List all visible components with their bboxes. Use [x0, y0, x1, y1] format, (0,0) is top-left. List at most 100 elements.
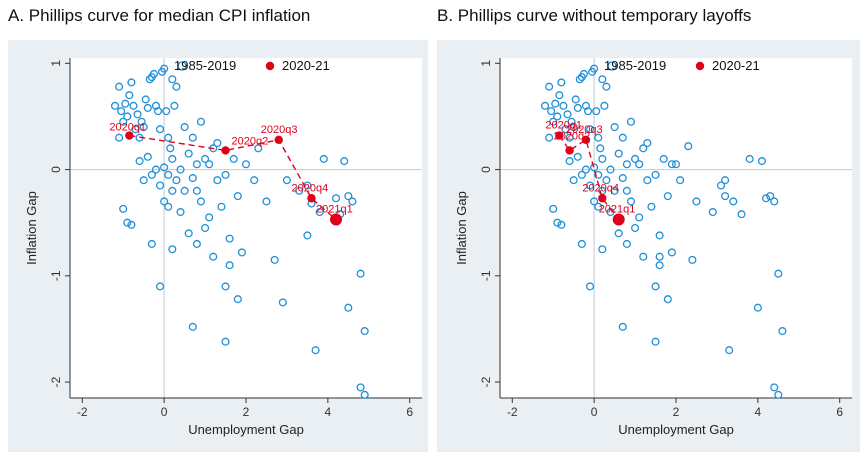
panel-b-chart: -2 0 2 4 6 1 0 -1 -2 Unemployment Gap Inflation Ga…: [437, 40, 860, 452]
panel-b-point-1985-2019: [585, 125, 595, 134]
panel-a-point-1985-2019: [166, 144, 175, 153]
panel-a-point-1985-2019: [147, 239, 156, 248]
panel-b-point-1985-2019: [602, 82, 611, 91]
panel-a-point-1985-2019: [153, 107, 163, 116]
panel-b-point-1985-2019: [557, 220, 566, 229]
panel-a-point-2020q3: [274, 135, 283, 145]
panel-a-point-1985-2019: [180, 186, 189, 195]
panel-a-point-1985-2019: [155, 125, 165, 134]
panel-b-label-2020q1: 2020q1: [545, 120, 582, 132]
panel-b-point-1985-2019: [567, 117, 576, 126]
panel-b-point-1985-2019: [581, 165, 591, 174]
panel-a-point-1985-2019: [196, 197, 206, 206]
panel-b-point-1985-2019: [655, 261, 664, 270]
panel-a-x-tick-label: 6: [406, 405, 413, 419]
panel-a-x-tick-label: -2: [77, 405, 88, 419]
panel-b-point-1985-2019: [547, 107, 556, 116]
panel-a-point-1985-2019: [123, 218, 132, 227]
panel-b-x-tick-label: 0: [591, 405, 598, 419]
panel-a-point-1985-2019: [348, 197, 357, 206]
panel-a-point-1985-2019: [278, 298, 287, 307]
panel-a-point-1985-2019: [162, 107, 171, 116]
panel-a-point-1985-2019: [360, 327, 369, 336]
panel-b-point-1985-2019: [676, 176, 685, 185]
panel-a-point-1985-2019: [188, 174, 197, 183]
panel-b-point-1985-2019: [761, 194, 771, 203]
panel-b-point-1985-2019: [545, 133, 554, 142]
panel-a-point-1985-2019: [356, 383, 365, 392]
panel-a-x-axis-label: Unemployment Gap: [188, 422, 304, 437]
panel-b-point-1985-2019: [602, 176, 611, 185]
panel-b-point-1985-2019: [643, 176, 652, 185]
panel-b-x-axis-label: Unemployment Gap: [618, 422, 734, 437]
panel-b-point-1985-2019: [766, 192, 775, 201]
panel-a-point-1985-2019: [237, 248, 246, 257]
panel-b-point-1985-2019: [575, 75, 584, 84]
panel-a-point-1985-2019: [160, 64, 169, 73]
panel-a-y-axis-label: Inflation Gap: [24, 191, 39, 265]
panel-b-point-1985-2019: [598, 154, 607, 163]
panel-a-point-2020q2: [221, 146, 230, 155]
panel-a-point-1985-2019: [151, 101, 161, 110]
panel-a-point-1985-2019: [356, 269, 365, 278]
panel-b-point-1985-2019: [770, 383, 779, 392]
panel-a-point-1985-2019: [121, 99, 130, 108]
panel-b-point-1985-2019: [606, 165, 615, 174]
panel-b-point-1985-2019: [596, 144, 605, 153]
panel-b-point-1985-2019: [622, 160, 631, 169]
panel-b-point-1985-2019: [577, 170, 586, 179]
panel-b-x-tick-label: -2: [507, 405, 518, 419]
panel-a-point-1985-2019: [344, 192, 353, 201]
panel-a-point-1985-2019: [164, 202, 173, 211]
panel-b-point-1985-2019: [571, 95, 580, 104]
panel-b-point-1985-2019: [778, 327, 787, 336]
panel-b-point-1985-2019: [663, 192, 672, 201]
panel-b-point-1985-2019: [757, 157, 767, 166]
panel-b-point-1985-2019: [651, 170, 660, 179]
panel-b-point-1985-2019: [774, 269, 783, 278]
panel-a-point-2020q1: [125, 131, 134, 140]
panel-a-point-1985-2019: [217, 202, 226, 211]
panel-b-point-1985-2019: [590, 64, 599, 73]
panel-b-label-2020q2: 2020q2: [554, 130, 591, 142]
panel-b-point-2020q2: [565, 146, 574, 155]
panel-a-point-1985-2019: [184, 149, 193, 158]
panel-a-point-1985-2019: [168, 154, 177, 163]
panel-b-plot-area: [500, 58, 852, 398]
panel-b-point-1985-2019: [721, 192, 730, 201]
panel-a-point-1985-2019: [129, 101, 138, 110]
panel-a-point-2020q4: [307, 194, 316, 203]
panel-a-point-1985-2019: [213, 176, 222, 185]
panel-a-point-1985-2019: [360, 390, 369, 399]
panel-b-point-1985-2019: [569, 176, 578, 185]
panel-a-point-1985-2019: [282, 176, 291, 185]
panel-b-point-1985-2019: [647, 202, 656, 211]
panel-b-point-1985-2019: [581, 101, 591, 110]
panel-a-point-1985-2019: [139, 123, 148, 132]
panel-a-point-1985-2019: [172, 82, 181, 91]
panel-a-point-1985-2019: [139, 176, 148, 185]
panel-a-label-2021q1: 2021q1: [316, 204, 353, 216]
panel-b-point-1985-2019: [579, 69, 588, 78]
panel-a-plot-area: [70, 58, 422, 398]
panel-b-title: B. Phillips curve without temporary layo…: [437, 6, 752, 25]
panel-a-point-1985-2019: [180, 123, 189, 132]
panel-b-point-1985-2019: [667, 160, 676, 169]
panel-b-point-1985-2019: [594, 133, 603, 142]
panel-b-y-tick-label: 1: [479, 60, 493, 67]
panel-a-point-1985-2019: [115, 82, 124, 91]
panel-a-label-2020q2: 2020q2: [232, 135, 269, 147]
panel-b-point-2020q1: [555, 131, 564, 140]
panel-b-point-1985-2019: [651, 337, 660, 346]
panel-b-point-1985-2019: [626, 197, 636, 206]
panel-b-point-1985-2019: [770, 197, 779, 206]
panel-a-point-1985-2019: [127, 220, 136, 229]
panel-b-point-1985-2019: [737, 210, 746, 219]
panel-b-point-1985-2019: [725, 346, 734, 355]
panel-a-point-1985-2019: [229, 154, 238, 163]
panel-a-point-1985-2019: [143, 152, 152, 161]
panel-b-point-1985-2019: [557, 78, 566, 87]
panel-a-point-1985-2019: [233, 295, 242, 304]
panel-a-point-1985-2019: [155, 181, 165, 190]
panel-b-point-1985-2019: [573, 152, 582, 161]
